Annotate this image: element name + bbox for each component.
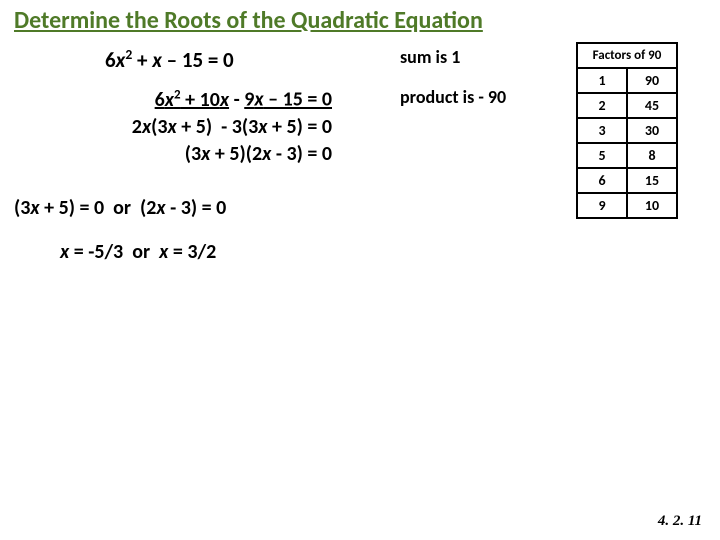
step-line-3: (3x + 5)(2x - 3) = 0: [32, 141, 332, 168]
page-title: Determine the Roots of the Quadratic Equ…: [14, 6, 483, 35]
step-line-1: 6x2 + 10x - 9x – 15 = 0: [32, 86, 332, 114]
table-row: 245: [577, 93, 677, 118]
sum-hint: sum is 1: [400, 46, 460, 68]
table-row: 330: [577, 118, 677, 143]
table-row: 910: [577, 193, 677, 218]
table-row: 58: [577, 143, 677, 168]
product-hint: product is - 90: [400, 86, 506, 108]
factors-table-header: Factors of 90: [577, 43, 677, 68]
zero-product-result: (3x + 5) = 0 or (2x - 3) = 0: [14, 196, 226, 220]
table-row: 615: [577, 168, 677, 193]
step-line-2: 2x(3x + 5) - 3(3x + 5) = 0: [32, 114, 332, 141]
table-row: 190: [577, 68, 677, 93]
solution: x = -5/3 or x = 3/2: [60, 240, 216, 264]
main-equation: 6x2 + x – 15 = 0: [105, 46, 234, 73]
page-number: 4. 2. 11: [658, 513, 702, 530]
factoring-steps: 6x2 + 10x - 9x – 15 = 0 2x(3x + 5) - 3(3…: [32, 86, 332, 168]
factors-table: Factors of 90 190 245 330 58 615 910: [576, 42, 678, 219]
